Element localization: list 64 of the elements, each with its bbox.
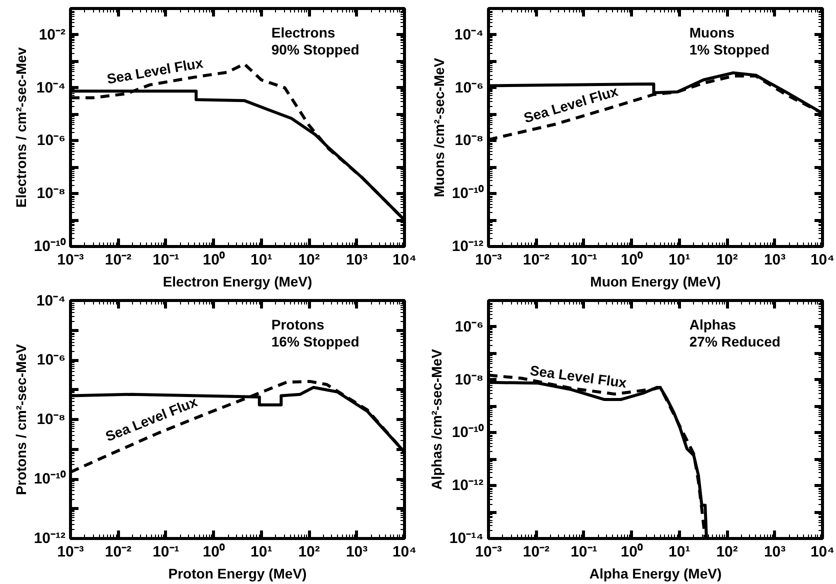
y-tick-label: 10⁻⁴ <box>454 26 484 44</box>
x-tick-label: 10⁰ <box>620 250 644 268</box>
y-axis-title: Alphas /cm²-sec-MeV <box>428 348 444 490</box>
y-tick-label: 10⁻¹⁰ <box>452 184 484 202</box>
x-tick-label: 10¹ <box>250 252 272 268</box>
annotation: Electrons <box>271 24 336 40</box>
annotation: Muons <box>689 24 735 40</box>
x-axis-title: Electron Energy (MeV) <box>162 274 312 290</box>
x-tick-label: 10⁴ <box>392 252 417 268</box>
annotation: 27% Reduced <box>689 334 780 350</box>
x-tick-label: 10⁰ <box>202 542 226 560</box>
annotation: 16% Stopped <box>271 334 360 350</box>
x-tick-label: 10⁻² <box>522 252 550 268</box>
x-tick-label: 10⁴ <box>810 544 835 560</box>
x-tick-label: 10⁰ <box>202 250 226 268</box>
y-tick-label: 10⁻² <box>38 26 66 44</box>
x-tick-label: 10² <box>298 544 320 560</box>
x-tick-label: 10³ <box>764 544 786 560</box>
x-tick-label: 10³ <box>764 252 786 268</box>
x-tick-label: 10³ <box>346 252 368 268</box>
x-tick-label: 10⁰ <box>620 542 644 560</box>
y-axis-title: Electrons / cm²-sec-Mev <box>12 47 29 208</box>
y-tick-label: 10⁻⁴ <box>36 79 66 96</box>
legend-label: Sea Level Flux <box>529 362 628 391</box>
x-tick-label: 10² <box>298 252 320 268</box>
y-tick-label: 10⁻⁶ <box>36 132 66 150</box>
annotation: Protons <box>271 316 324 332</box>
x-tick-label: 10⁻¹ <box>152 544 180 560</box>
y-tick-label: 10⁻⁶ <box>454 318 484 336</box>
x-tick-label: 10¹ <box>250 544 272 560</box>
y-tick-label: 10⁻⁴ <box>36 292 66 310</box>
y-tick-label: 10⁻¹⁰ <box>452 423 484 442</box>
y-tick-label: 10⁻⁸ <box>454 371 484 388</box>
y-tick-label: 10⁻¹² <box>452 477 484 494</box>
x-tick-label: 10² <box>716 252 738 268</box>
x-axis-title: Muon Energy (MeV) <box>590 274 721 290</box>
annotation: 1% Stopped <box>689 42 770 58</box>
y-axis-title: Muons /cm²-sec-MeV <box>430 57 447 198</box>
x-axis-title: Alpha Energy (MeV) <box>589 566 722 582</box>
legend-label: Sea Level Flux <box>103 393 200 444</box>
x-tick-label: 10¹ <box>668 544 690 560</box>
x-tick-label: 10⁴ <box>392 544 417 560</box>
x-tick-label: 10² <box>716 544 738 560</box>
annotation: 90% Stopped <box>271 42 360 58</box>
x-tick-label: 10³ <box>346 544 368 560</box>
y-tick-label: 10⁻¹⁰ <box>34 470 66 488</box>
x-tick-label: 10⁻¹ <box>570 544 598 560</box>
x-tick-label: 10⁻² <box>104 544 132 560</box>
y-tick-label: 10⁻⁶ <box>36 352 66 368</box>
y-tick-label: 10⁻⁸ <box>36 185 66 202</box>
legend-label: Sea Level Flux <box>106 54 204 87</box>
x-tick-label: 10⁻² <box>104 252 132 268</box>
legend-label: Sea Level Flux <box>522 82 620 126</box>
x-axis-title: Proton Energy (MeV) <box>168 566 307 582</box>
y-tick-label: 10⁻⁶ <box>454 79 484 96</box>
y-tick-label: 10⁻⁸ <box>454 132 484 150</box>
y-axis-title: Protons / cm²-sec-MeV <box>12 343 29 495</box>
x-tick-label: 10⁻¹ <box>152 252 180 268</box>
y-tick-label: 10⁻⁸ <box>36 411 66 428</box>
x-tick-label: 10⁴ <box>810 252 835 268</box>
x-tick-label: 10⁻² <box>522 544 550 560</box>
x-tick-label: 10⁻¹ <box>570 252 598 268</box>
annotation: Alphas <box>689 316 736 332</box>
x-tick-label: 10¹ <box>668 252 690 268</box>
